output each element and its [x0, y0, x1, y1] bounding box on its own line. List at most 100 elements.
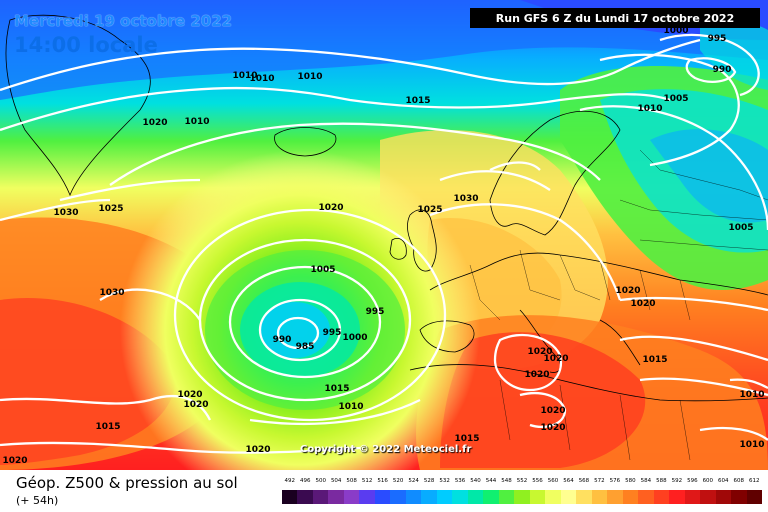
scandinavia-coastline [489, 110, 621, 236]
scale-color-swatch [421, 490, 437, 504]
isobar-label: 1030 [99, 288, 124, 298]
isobar-label: 1010 [184, 117, 209, 127]
britain-coastline [407, 209, 437, 272]
isobar-label: 1020 [2, 456, 27, 466]
scale-value-label: 500 [315, 478, 326, 484]
isobar-label: 1000 [663, 26, 688, 36]
scale-color-swatch [452, 490, 468, 504]
scale-value-label: 612 [749, 478, 760, 484]
isobar-label: 1020 [630, 299, 655, 309]
scale-color-swatch [312, 490, 329, 504]
greenland-coastline [5, 14, 151, 197]
isobar-label: 1020 [543, 354, 568, 364]
scale-value-label: 560 [547, 478, 559, 484]
isobars [0, 33, 768, 454]
scale-color-swatch [498, 490, 515, 504]
isobar-label: 1005 [728, 223, 753, 233]
scale-color-swatch [607, 490, 623, 504]
isobar-label: 1030 [53, 208, 78, 218]
isobar-label: 1010 [338, 402, 363, 412]
scale-color-swatch [436, 490, 453, 504]
isobar-label: 1025 [417, 205, 442, 215]
isobar-label: 1020 [142, 118, 167, 128]
isobar-label: 1020 [177, 390, 202, 400]
isobar-label: 1010 [232, 71, 257, 81]
scale-color-swatch [390, 490, 406, 504]
ireland-coastline [389, 238, 407, 260]
isobar-label: 995 [323, 328, 342, 338]
scale-value-label: 572 [594, 478, 605, 484]
weather-map: 1000 995 990 1010 1010 1010 1015 1020 10… [0, 0, 768, 470]
isobar-label: 1015 [405, 96, 430, 106]
scale-color-swatch [591, 490, 608, 504]
isobar-label: 1005 [310, 265, 335, 275]
scale-value-label: 576 [609, 478, 621, 484]
scale-color-swatch [560, 490, 577, 504]
europe-coastline [429, 252, 768, 296]
scale-value-label: 556 [532, 478, 543, 484]
isobar-label: 995 [366, 307, 385, 317]
isobar-label: 1020 [540, 406, 565, 416]
scale-color-swatch [638, 490, 654, 504]
scale-color-swatch [514, 490, 530, 504]
forecast-time: 14:00 locale [14, 33, 158, 57]
italy-coastline [519, 309, 561, 373]
color-scale-labels: 492 496 500 504 508 512 516 520 524 528 532 536 540 5… [282, 478, 762, 484]
scale-color-swatch [576, 490, 592, 504]
scale-color-swatch [746, 490, 763, 504]
isobar-label: 1000 [342, 333, 367, 343]
scale-value-label: 528 [423, 478, 435, 484]
isobar-label: 990 [273, 335, 292, 345]
isobar-label: 1020 [527, 347, 552, 357]
isobar-label: 990 [713, 65, 732, 75]
isobar-label: 1025 [98, 204, 123, 214]
scale-value-label: 584 [640, 478, 652, 484]
scale-value-label: 504 [330, 478, 342, 484]
scale-value-label: 496 [299, 478, 311, 484]
scale-value-label: 516 [377, 478, 388, 484]
scale-value-label: 596 [687, 478, 698, 484]
isobar-label: 1010 [249, 74, 274, 84]
scale-color-swatch [684, 490, 701, 504]
scale-value-label: 512 [361, 478, 373, 484]
scale-value-label: 540 [470, 478, 481, 484]
isobar-label: 1010 [297, 72, 322, 82]
scale-color-swatch [405, 490, 422, 504]
isobar-label: 1020 [245, 445, 270, 455]
scale-value-label: 580 [625, 478, 636, 484]
isobar-label: 985 [296, 342, 315, 352]
isobar-label: 1010 [739, 390, 764, 400]
isobar-label: 1015 [95, 422, 120, 432]
isobar-label: 995 [708, 34, 727, 44]
scale-value-label: 604 [718, 478, 729, 484]
iceland-coastline [274, 127, 337, 157]
scale-color-swatch [529, 490, 546, 504]
scale-color-swatch [669, 490, 685, 504]
scale-color-swatch [715, 490, 732, 504]
isobar-label: 1015 [454, 434, 479, 444]
scale-value-label: 564 [563, 478, 574, 484]
copyright-text: Copyright © 2022 Meteociel.fr [300, 444, 472, 455]
isobar-labels: 1000 995 990 1010 1010 1010 1015 1020 10… [2, 26, 764, 466]
isobar-label: 1020 [524, 370, 549, 380]
isobar-label: 1030 [453, 194, 478, 204]
scale-value-label: 592 [671, 478, 683, 484]
scale-value-label: 588 [656, 478, 667, 484]
isobar-label: 1015 [642, 355, 667, 365]
scale-value-label: 552 [516, 478, 528, 484]
isobar-label: 1005 [663, 94, 688, 104]
scale-value-label: 568 [578, 478, 590, 484]
legend-title: Géop. Z500 & pression au sol [16, 474, 238, 492]
scale-value-label: 520 [392, 478, 404, 484]
legend-footer: Géop. Z500 & pression au sol (+ 54h) 492… [0, 470, 768, 512]
isobar-label: 1020 [540, 423, 565, 433]
scale-value-label: 492 [284, 478, 295, 484]
scale-color-swatch [700, 490, 716, 504]
balkans-coastline [599, 319, 641, 366]
scale-value-label: 608 [733, 478, 745, 484]
scale-value-label: 508 [346, 478, 357, 484]
scale-color-swatch [653, 490, 670, 504]
isobar-label: 1010 [739, 440, 764, 450]
scale-value-label: 544 [485, 478, 497, 484]
scale-value-label: 536 [454, 478, 466, 484]
